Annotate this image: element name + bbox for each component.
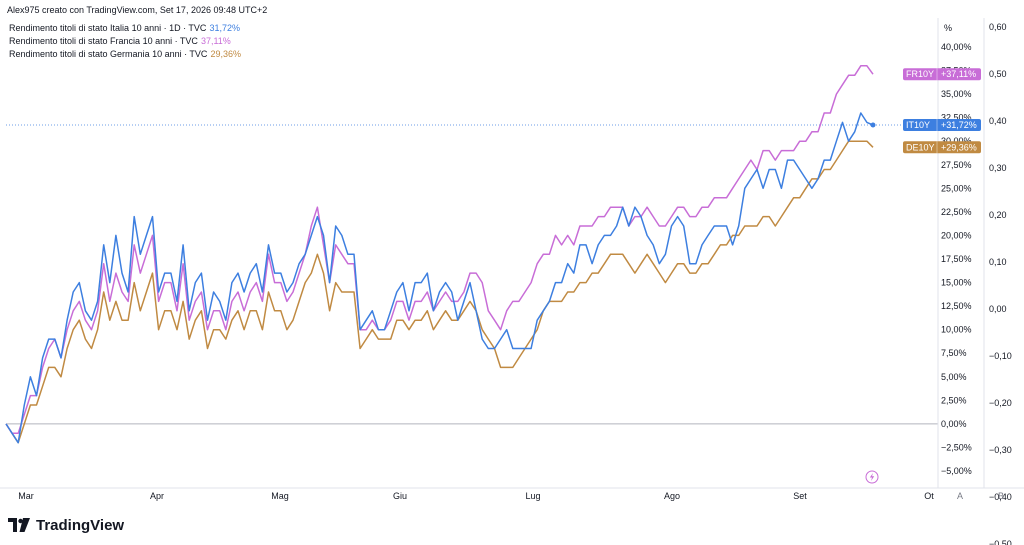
legend-item-fr[interactable]: Rendimento titoli di stato Francia 10 an…	[9, 35, 241, 48]
x-tick-label: Lug	[525, 491, 540, 501]
y-tick-left: 27,50%	[941, 160, 972, 170]
price-tag-fr[interactable]: FR10Y +37,11%	[903, 68, 981, 81]
y-tick-left: 5,00%	[941, 372, 967, 382]
x-tick-label: Mar	[18, 491, 34, 501]
x-tick-label: Apr	[150, 491, 164, 501]
price-tag-symbol: DE10Y	[906, 142, 935, 152]
series-line-fr[interactable]	[5, 65, 874, 435]
y-tick-left: 10,00%	[941, 325, 972, 335]
y-tick-left: 15,00%	[941, 278, 972, 288]
y-tick-right: 0,60	[989, 22, 1007, 32]
y-tick-right: 0,40	[989, 116, 1007, 126]
scale-button-b[interactable]: B	[998, 491, 1004, 501]
series-line-it[interactable]	[5, 112, 874, 444]
y-tick-left: 22,50%	[941, 207, 972, 217]
legend: Rendimento titoli di stato Italia 10 ann…	[9, 22, 241, 61]
y-tick-right: 0,20	[989, 210, 1007, 220]
x-tick-label: Giu	[393, 491, 407, 501]
y-tick-right: −0,20	[989, 398, 1012, 408]
y-tick-left: 20,00%	[941, 230, 972, 240]
y-tick-left: 40,00%	[941, 42, 972, 52]
x-tick-label: Mag	[271, 491, 289, 501]
y-tick-right: −0,30	[989, 445, 1012, 455]
tradingview-logo-icon	[8, 518, 30, 532]
y-tick-right: −0,10	[989, 351, 1012, 361]
series-line-de[interactable]	[5, 140, 874, 444]
legend-item-de[interactable]: Rendimento titoli di stato Germania 10 a…	[9, 48, 241, 61]
price-tag-value: +31,72%	[941, 120, 977, 130]
price-tag-value: +37,11%	[941, 69, 976, 79]
price-tag-it[interactable]: IT10Y +31,72%	[903, 119, 981, 132]
x-tick-label: Set	[793, 491, 807, 501]
tradingview-brand[interactable]: TradingView	[8, 515, 124, 535]
y-tick-left: −2,50%	[941, 442, 972, 452]
x-tick-label: Ot	[924, 491, 934, 501]
y-tick-right: 0,10	[989, 257, 1007, 267]
brand-name: TradingView	[36, 516, 125, 534]
y-tick-left: 2,50%	[941, 395, 967, 405]
legend-value-de: 29,36%	[210, 49, 241, 59]
y-tick-left: 30,00%	[941, 136, 972, 146]
legend-label-fr: Rendimento titoli di stato Francia 10 an…	[9, 36, 198, 46]
y-unit-label: %	[944, 23, 952, 33]
y-tick-left: 17,50%	[941, 254, 972, 264]
legend-value-fr: 37,11%	[200, 36, 231, 46]
series-last-point-it	[870, 122, 876, 128]
y-tick-left: 25,00%	[941, 183, 972, 193]
y-tick-right: −0,50	[989, 539, 1012, 545]
y-tick-left: 0,00%	[941, 419, 967, 429]
x-tick-label: Ago	[664, 491, 680, 501]
y-tick-left: 32,50%	[941, 113, 972, 123]
y-tick-left: 7,50%	[941, 348, 967, 358]
y-tick-left: −5,00%	[941, 466, 972, 476]
lightning-icon[interactable]	[865, 470, 879, 484]
y-tick-left: 12,50%	[941, 301, 972, 311]
scale-button-a[interactable]: A	[957, 491, 963, 501]
legend-value-it: 31,72%	[209, 23, 240, 33]
price-tag-value: +29,36%	[941, 142, 977, 152]
price-tag-symbol: IT10Y	[906, 120, 930, 130]
chart-header: Alex975 creato con TradingView.com, Set …	[7, 5, 268, 15]
y-tick-right: 0,50	[989, 69, 1007, 79]
price-tag-de[interactable]: DE10Y +29,36%	[903, 141, 981, 154]
y-tick-left: 35,00%	[941, 89, 972, 99]
legend-label-it: Rendimento titoli di stato Italia 10 ann…	[9, 23, 207, 33]
y-tick-right: 0,00	[989, 304, 1007, 314]
legend-item-it[interactable]: Rendimento titoli di stato Italia 10 ann…	[9, 22, 241, 35]
legend-label-de: Rendimento titoli di stato Germania 10 a…	[9, 49, 208, 59]
y-tick-right: −0,40	[989, 492, 1012, 502]
price-tag-symbol: FR10Y	[906, 69, 934, 79]
y-tick-right: 0,30	[989, 163, 1007, 173]
